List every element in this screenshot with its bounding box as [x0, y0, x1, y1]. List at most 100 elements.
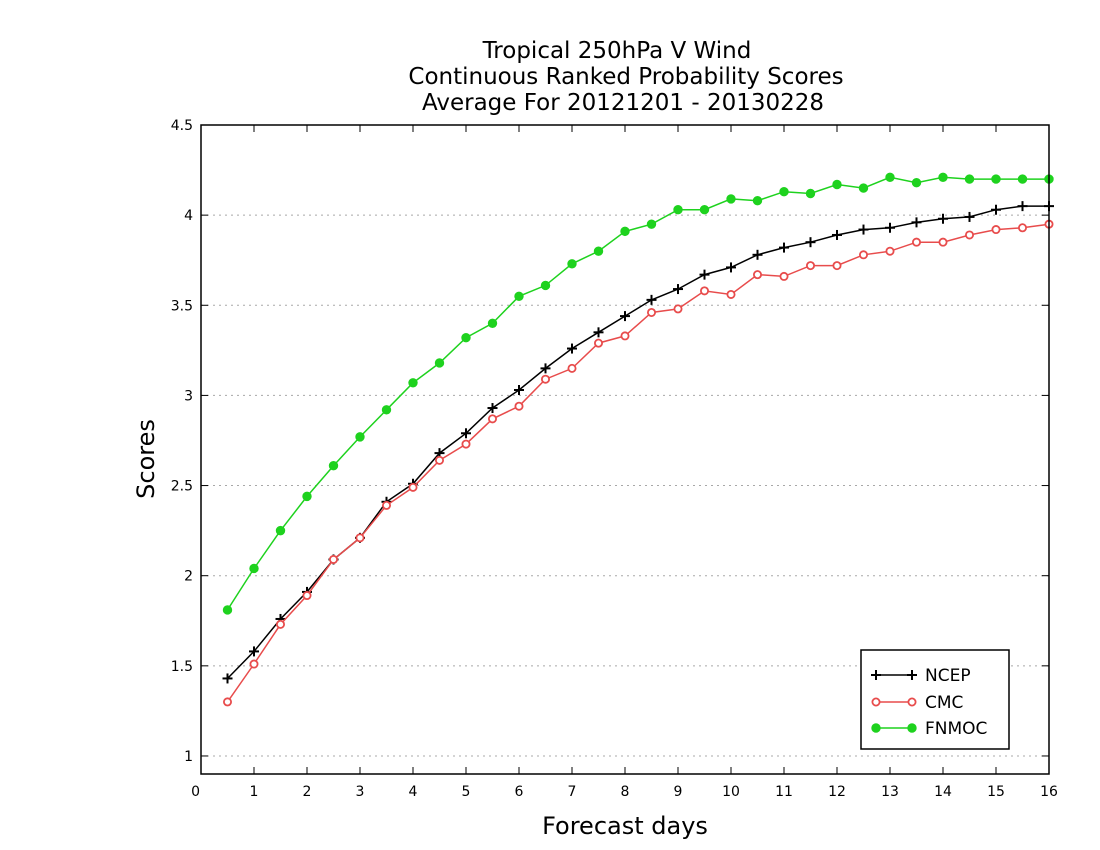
y-tick-label: 4 — [184, 208, 193, 224]
data-point-cmc — [991, 225, 1001, 235]
legend-marker-ncep — [871, 670, 881, 680]
data-point-cmc — [355, 533, 365, 543]
data-point-ncep — [964, 211, 975, 222]
data-point-ncep — [673, 284, 683, 295]
y-tick-label: 3 — [184, 388, 193, 404]
data-point-fnmoc — [540, 280, 551, 291]
data-point-ncep — [1017, 201, 1028, 212]
data-point-ncep — [514, 385, 524, 396]
data-point-ncep — [540, 363, 551, 374]
y-tick-label: 3.5 — [171, 298, 193, 314]
chart-title: Tropical 250hPa V Wind Continuous Ranked… — [408, 38, 843, 116]
x-tick-label: 4 — [409, 784, 418, 800]
legend-marker-fnmoc — [907, 723, 917, 733]
x-tick-label: 8 — [621, 784, 630, 800]
data-point-fnmoc — [593, 246, 604, 256]
data-point-fnmoc — [673, 205, 683, 215]
data-point-cmc — [567, 363, 577, 373]
data-point-cmc — [302, 591, 312, 601]
data-point-cmc — [673, 304, 683, 314]
data-point-ncep — [779, 242, 789, 253]
data-point-cmc — [328, 554, 338, 564]
data-point-fnmoc — [885, 172, 895, 182]
data-point-ncep — [222, 673, 233, 684]
data-point-fnmoc — [408, 378, 418, 388]
x-tick-label: 6 — [515, 784, 524, 800]
data-point-ncep — [726, 262, 736, 273]
legend-item-ncep: NCEP — [871, 666, 971, 686]
data-point-fnmoc — [779, 187, 789, 197]
data-point-fnmoc — [249, 563, 259, 574]
y-tick-label: 1.5 — [171, 659, 193, 675]
data-point-ncep — [911, 217, 922, 228]
x-tick-label: 15 — [987, 784, 1005, 800]
data-point-fnmoc — [434, 358, 445, 368]
series-line-cmc — [226, 223, 1050, 703]
x-tick-label: 5 — [462, 784, 471, 800]
data-point-cmc — [779, 271, 789, 281]
data-point-fnmoc — [699, 205, 710, 215]
data-point-ncep — [249, 646, 259, 657]
data-point-fnmoc — [1017, 174, 1028, 184]
data-point-fnmoc — [964, 174, 975, 184]
data-point-cmc — [726, 289, 736, 299]
x-tick-label: 11 — [775, 784, 793, 800]
data-point-cmc — [620, 331, 630, 341]
data-point-cmc — [859, 250, 869, 260]
data-point-ncep — [567, 343, 577, 354]
data-point-cmc — [541, 374, 551, 384]
data-point-fnmoc — [222, 605, 233, 615]
title-line-2: Continuous Ranked Probability Scores — [408, 64, 843, 90]
data-point-ncep — [461, 428, 471, 439]
series-fnmoc — [222, 172, 1054, 615]
data-point-fnmoc — [991, 174, 1001, 184]
data-point-ncep — [832, 229, 842, 240]
axis-ticks: 11.522.533.544.50 1 2 3 4 5 6 7 8 9 10 11 12 13 14 15 16 — [171, 118, 1058, 800]
y-tick-label: 4.5 — [171, 118, 193, 134]
x-tick-label: 12 — [828, 784, 846, 800]
x-tick-label: 14 — [934, 784, 952, 800]
legend-items: NCEP CMC FNMOC — [871, 666, 987, 739]
series-cmc — [222, 219, 1054, 707]
data-point-ncep — [487, 403, 498, 414]
data-point-cmc — [408, 482, 418, 492]
y-tick-label: 2.5 — [171, 479, 193, 495]
data-point-ncep — [885, 222, 895, 233]
legend-marker-fnmoc — [871, 723, 881, 733]
data-point-fnmoc — [567, 259, 577, 269]
legend-item-cmc: CMC — [871, 693, 963, 713]
x-axis-label: Forecast days — [542, 812, 708, 840]
legend-marker-cmc — [871, 697, 881, 707]
data-point-cmc — [461, 439, 471, 449]
x-tick-label: 13 — [881, 784, 899, 800]
data-point-cmc — [832, 261, 842, 271]
legend-marker-cmc — [907, 697, 917, 707]
data-point-fnmoc — [726, 194, 736, 204]
data-point-fnmoc — [381, 405, 392, 415]
data-point-fnmoc — [832, 179, 842, 190]
data-point-cmc — [275, 619, 285, 629]
x-tick-label: 9 — [674, 784, 683, 800]
data-point-fnmoc — [805, 188, 816, 199]
plot-frame — [200, 124, 1050, 775]
legend: NCEP CMC FNMOC — [860, 649, 1010, 750]
data-point-fnmoc — [275, 525, 286, 536]
data-point-ncep — [646, 294, 657, 305]
x-tick-label: 3 — [356, 784, 365, 800]
x-tick-label: 7 — [568, 784, 577, 800]
data-point-cmc — [912, 237, 922, 247]
data-point-cmc — [249, 659, 259, 669]
data-point-ncep — [593, 327, 604, 338]
data-point-fnmoc — [355, 432, 365, 442]
x-tick-label: 0 — [191, 784, 200, 800]
data-point-cmc — [514, 401, 524, 411]
data-point-fnmoc — [646, 219, 657, 229]
x-tick-label: 10 — [722, 784, 740, 800]
legend-label-cmc: CMC — [925, 693, 963, 713]
data-point-cmc — [806, 261, 816, 271]
data-point-fnmoc — [328, 461, 339, 471]
series-line-ncep — [226, 205, 1049, 680]
data-point-cmc — [700, 286, 710, 296]
legend-item-fnmoc: FNMOC — [871, 719, 987, 739]
